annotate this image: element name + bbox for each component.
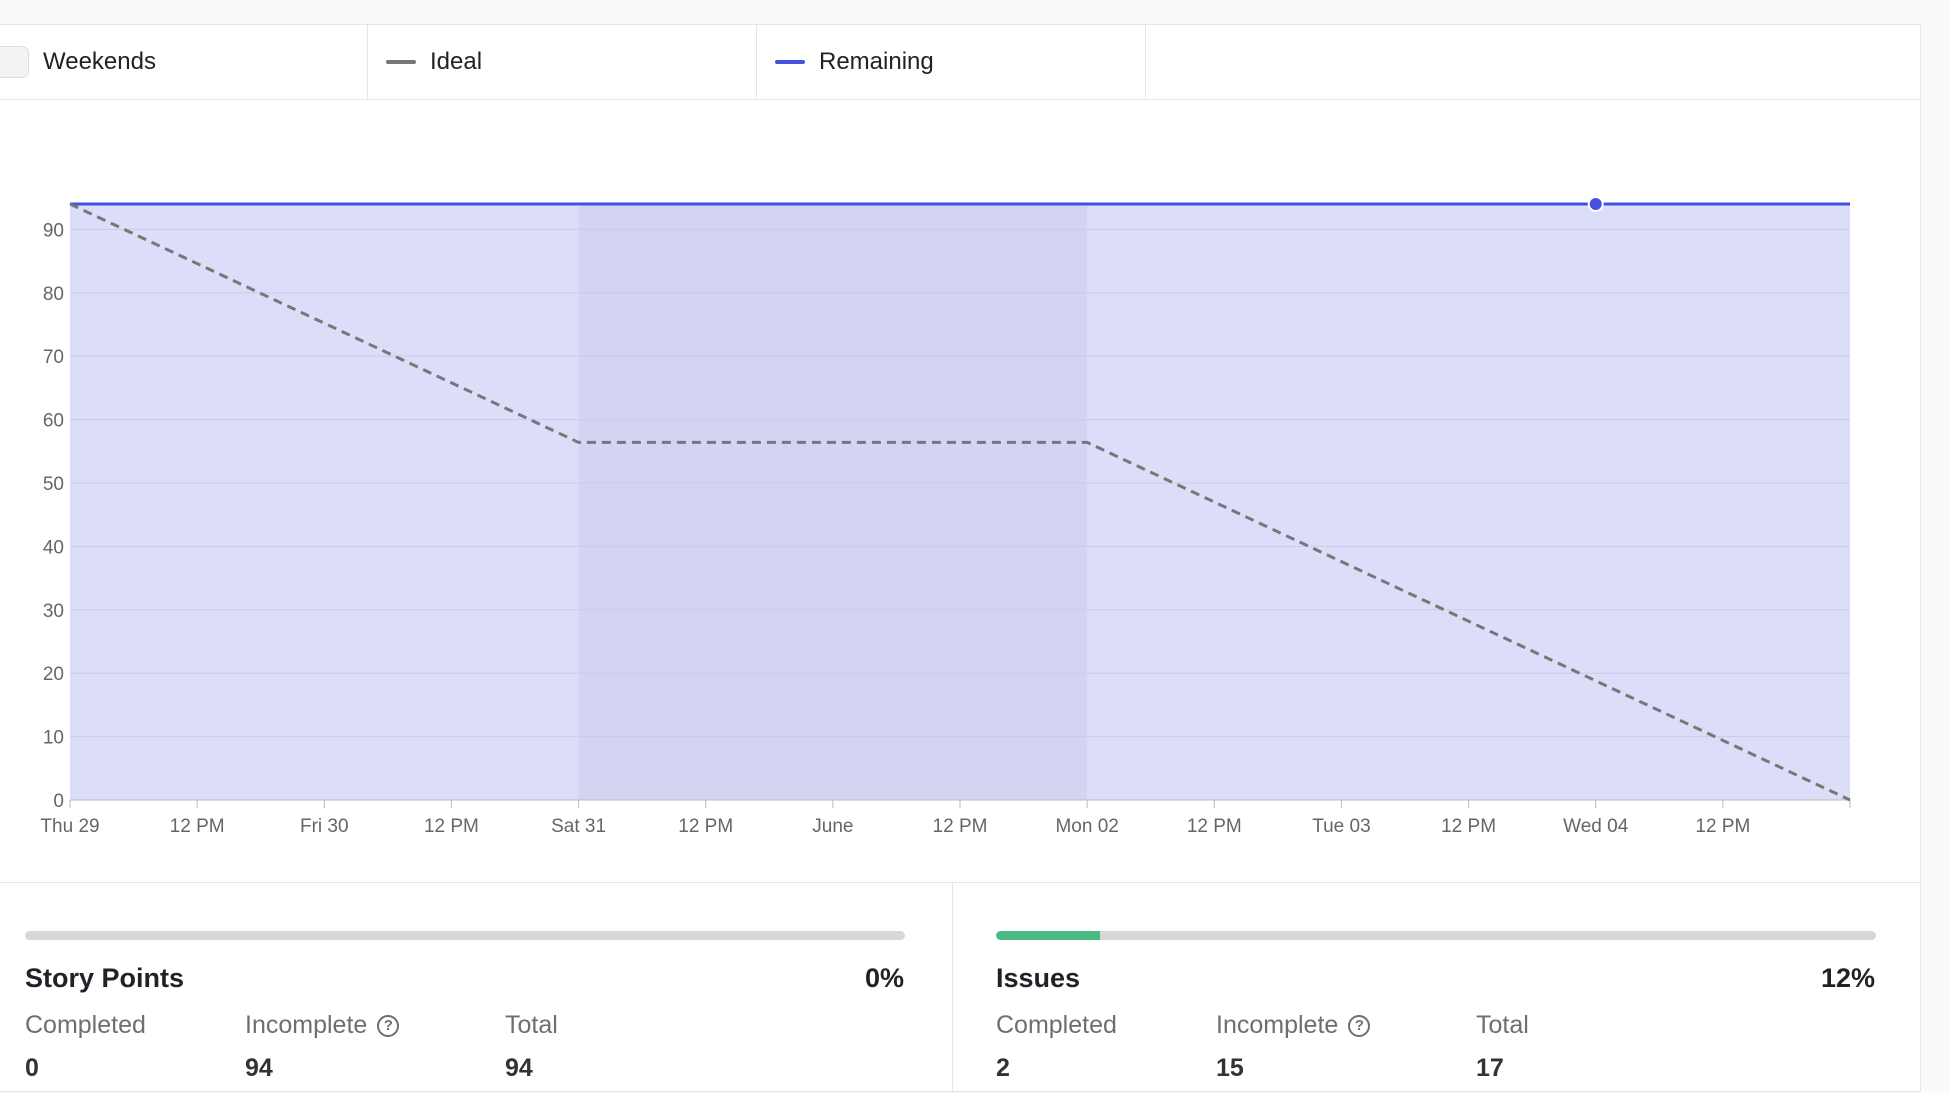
incomplete-label: Incomplete xyxy=(1216,1011,1339,1039)
x-tick-label: Wed 04 xyxy=(1563,816,1629,837)
x-tick-label: 12 PM xyxy=(678,816,733,837)
y-tick-label: 50 xyxy=(43,474,64,495)
x-tick-label: 12 PM xyxy=(424,816,479,837)
burndown-chart-svg: 0 10 20 30 40 50 60 70 80 90 Thu 29 12 PM Fri 30 12 P… xyxy=(40,196,1851,837)
issues-title: Issues xyxy=(996,963,1081,993)
x-tick-label: June xyxy=(812,816,853,837)
total-label: Total xyxy=(505,1011,558,1039)
remaining-line-swatch xyxy=(775,60,805,64)
story-points-total: Total 94 xyxy=(505,1011,558,1083)
incomplete-value: 94 xyxy=(245,1054,273,1082)
story-points-completed: Completed 0 xyxy=(25,1011,146,1083)
help-icon[interactable]: ? xyxy=(1348,1014,1371,1037)
remaining-point-marker xyxy=(1587,196,1604,212)
weekends-checkbox[interactable] xyxy=(0,46,29,78)
issues-total: Total 17 xyxy=(1476,1011,1529,1083)
completed-label: Completed xyxy=(25,1011,146,1039)
y-tick-label: 80 xyxy=(43,284,64,305)
issues-incomplete: Incomplete ? 15 xyxy=(1216,1011,1371,1083)
story-points-incomplete: Incomplete ? 94 xyxy=(245,1011,400,1083)
y-tick-label: 30 xyxy=(43,601,64,622)
chart-legend: Weekends Ideal Remaining xyxy=(0,25,1920,100)
issues-progress-bar xyxy=(996,931,1876,940)
x-tick-label: 12 PM xyxy=(170,816,225,837)
x-tick-label: 12 PM xyxy=(933,816,988,837)
y-tick-label: 90 xyxy=(43,220,64,241)
x-tick-label: Tue 03 xyxy=(1312,816,1370,837)
story-points-percent: 0% xyxy=(864,963,904,993)
x-tick-label: 12 PM xyxy=(1187,816,1242,837)
incomplete-label: Incomplete xyxy=(245,1011,368,1039)
legend-weekends-toggle[interactable]: Weekends xyxy=(0,25,368,99)
issues-completed: Completed 2 xyxy=(996,1011,1117,1083)
legend-remaining-label: Remaining xyxy=(819,48,934,75)
ideal-line xyxy=(69,202,1851,802)
story-points-progress-bar xyxy=(25,931,905,940)
story-points-title: Story Points xyxy=(25,963,185,993)
total-value: 94 xyxy=(505,1054,533,1082)
burndown-panel: Weekends Ideal Remaining 0 10 20 30 40 50 60 70… xyxy=(0,24,1921,1093)
y-tick-label: 10 xyxy=(43,728,64,749)
y-tick-label: 60 xyxy=(43,411,64,432)
ideal-line-swatch xyxy=(386,60,416,64)
issues-progress-fill xyxy=(996,931,1100,940)
story-points-summary: Story Points 0% Completed 0 Incomplete ?… xyxy=(0,883,953,1093)
y-tick-label: 70 xyxy=(43,347,64,368)
legend-weekends-label: Weekends xyxy=(43,48,156,75)
completed-label: Completed xyxy=(996,1011,1117,1039)
summary-stats: Story Points 0% Completed 0 Incomplete ?… xyxy=(0,882,1920,1093)
x-tick-label: Mon 02 xyxy=(1055,816,1118,837)
help-icon[interactable]: ? xyxy=(377,1014,400,1037)
issues-summary: Issues 12% Completed 2 Incomplete ? 15 T… xyxy=(953,883,1920,1093)
x-tick-label: Fri 30 xyxy=(300,816,349,837)
incomplete-value: 15 xyxy=(1216,1054,1244,1082)
weekend-band xyxy=(578,204,1088,800)
legend-ideal-toggle[interactable]: Ideal xyxy=(368,25,757,99)
y-tick-label: 0 xyxy=(53,791,64,812)
x-tick-label: Sat 31 xyxy=(551,816,606,837)
completed-value: 0 xyxy=(25,1054,39,1082)
legend-remaining-toggle[interactable]: Remaining xyxy=(757,25,1146,99)
burndown-chart: 0 10 20 30 40 50 60 70 80 90 Thu 29 12 PM Fri 30 12 P… xyxy=(0,100,1920,880)
issues-percent: 12% xyxy=(1820,963,1875,993)
x-tick-label: 12 PM xyxy=(1441,816,1496,837)
x-tick-label: 12 PM xyxy=(1695,816,1750,837)
total-value: 17 xyxy=(1476,1054,1504,1082)
total-label: Total xyxy=(1476,1011,1529,1039)
x-tick-label: Thu 29 xyxy=(40,816,99,837)
y-tick-label: 20 xyxy=(43,664,64,685)
legend-ideal-label: Ideal xyxy=(430,48,483,75)
y-tick-label: 40 xyxy=(43,537,64,558)
completed-value: 2 xyxy=(996,1054,1010,1082)
